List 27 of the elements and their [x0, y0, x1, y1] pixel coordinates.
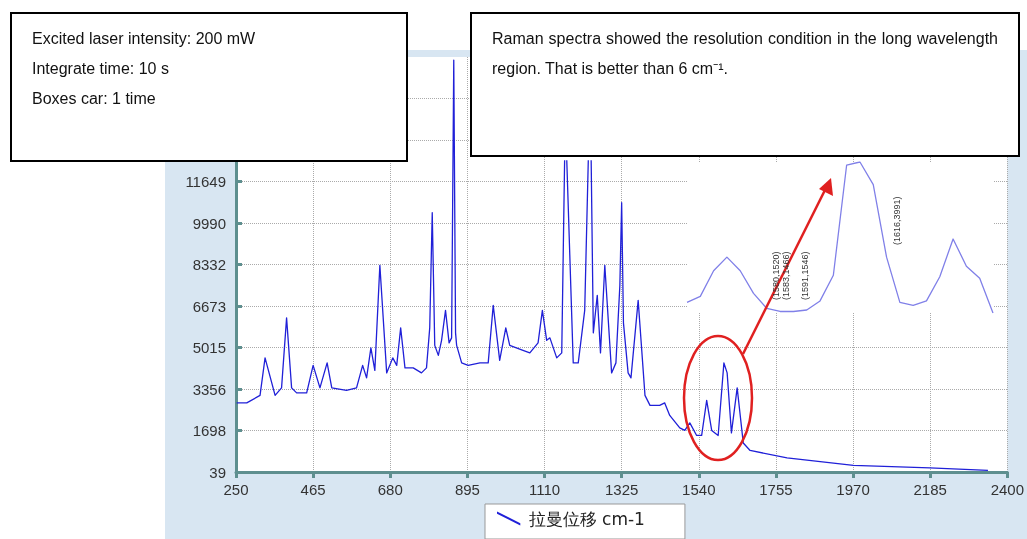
x-tick-label: 465: [300, 481, 326, 498]
y-tick-label: 11649: [185, 172, 226, 190]
x-tick-label: 680: [377, 481, 403, 498]
y-tick-label: 6673: [192, 297, 226, 315]
note-box: Raman spectra showed the resolution condition in the long wavelength region. That is better than 6 cm⁻¹.: [470, 12, 1020, 157]
x-tick-label: 1755: [759, 481, 793, 498]
y-tick-label: 1698: [192, 421, 226, 439]
x-tick-label: 2400: [990, 481, 1024, 498]
x-tick-label: 2185: [913, 481, 947, 498]
y-tick-label: 5015: [192, 338, 226, 356]
y-tick-label: 39: [209, 463, 226, 481]
x-tick-label: 250: [223, 481, 249, 498]
annotation: Raman spectra showed the resolution condition in the long wavelength region. That is better than 6 cm⁻¹.: [492, 29, 998, 79]
x-tick-label: 1325: [604, 481, 639, 498]
annotation: (1616,3991): [892, 196, 902, 245]
legend-label: 拉曼位移 cm-1: [528, 508, 645, 529]
x-tick-label: 1540: [682, 481, 716, 498]
x-tick-label: 1110: [528, 481, 561, 498]
note-box: Excited laser intensity: 200 mW Integrate time: 10 s Boxes car: 1 time: [10, 12, 408, 162]
annotation: (1580,1520): [771, 251, 781, 300]
x-tick-label: 1970: [836, 481, 870, 498]
annotation: (1583,1466): [781, 251, 791, 300]
y-tick-label: 8332: [192, 255, 226, 273]
y-tick-label: 3356: [192, 380, 226, 398]
annotation: (1591,1546): [800, 251, 810, 300]
y-tick-label: 9990: [192, 214, 226, 232]
x-tick-label: 895: [454, 481, 480, 498]
